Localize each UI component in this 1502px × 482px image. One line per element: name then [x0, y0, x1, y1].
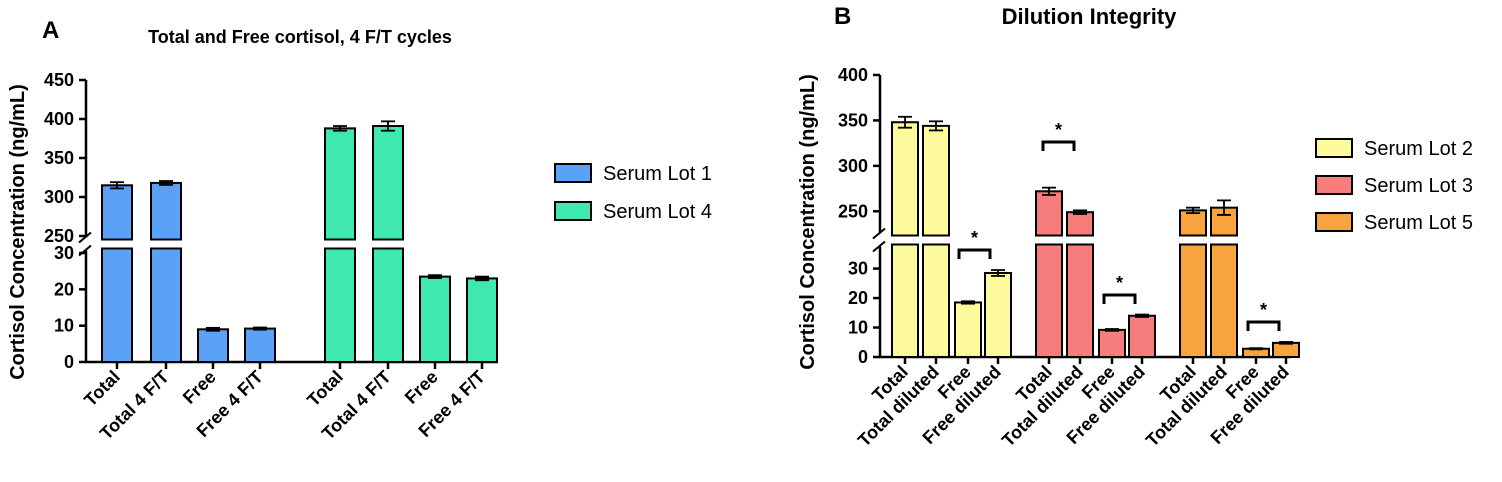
significance-bracket	[1041, 140, 1076, 151]
panel-a-x-tick-label: Free	[401, 367, 442, 408]
panel-b-bar	[1098, 328, 1126, 359]
panel-a-letter: A	[42, 17, 59, 44]
panel-b-bar	[922, 243, 950, 358]
panel-a-y-tick-label: 20	[54, 279, 74, 299]
panel-a-bar-break-gap	[149, 240, 183, 248]
panel-b-legend-label: Serum Lot 5	[1364, 212, 1473, 234]
panel-a-legend-label: Serum Lot 4	[603, 201, 712, 223]
panel-a-bar	[150, 247, 182, 363]
panel-b-bar	[922, 124, 950, 237]
significance-star: *	[1260, 300, 1267, 320]
panel-a-legend-label: Serum Lot 1	[603, 163, 712, 185]
panel-b-bar	[984, 272, 1012, 358]
panel-a-y-tick-label: 30	[54, 243, 74, 263]
panel-a-bar-break-gap	[371, 240, 405, 248]
panel-b-y-tick-label: 400	[838, 65, 868, 85]
panel-b-legend-label: Serum Lot 2	[1364, 138, 1473, 160]
panel-a-bar	[150, 181, 182, 241]
panel-b-title: Dilution Integrity	[1002, 4, 1178, 29]
panel-a-bar	[197, 328, 229, 363]
significance-star: *	[1055, 120, 1062, 140]
panel-b-y-tick-label: 20	[848, 288, 868, 308]
panel-a-bar	[466, 277, 498, 363]
panel-a-y-tick-label: 300	[44, 187, 74, 207]
panel-a-bar	[324, 127, 356, 241]
panel-a-bar	[324, 247, 356, 363]
panel-b-bar-break-gap	[1178, 236, 1208, 244]
panel-b-y-tick-label: 250	[838, 201, 868, 221]
panel-a-bar	[101, 247, 133, 363]
significance-star: *	[1116, 273, 1123, 293]
panel-b-y-tick-label: 10	[848, 318, 868, 338]
panel-a-axis-break-mark	[78, 231, 92, 244]
significance-bracket	[957, 248, 992, 259]
panel-b-y-tick-label: 350	[838, 110, 868, 130]
panel-a-y-tick-label: 250	[44, 226, 74, 246]
panel-b-letter: B	[834, 3, 851, 30]
panel-a-y-axis-label: Cortisol Concentration (ng/mL)	[7, 84, 29, 380]
panel-a-bar	[101, 184, 133, 241]
panel-a-x-tick-label: Total	[303, 367, 347, 411]
panel-a-legend-swatch	[554, 201, 592, 221]
panel-b-y-axis-label: Cortisol Concentration (ng/mL)	[797, 74, 819, 370]
panel-b-bar-break-gap	[921, 236, 951, 244]
panel-a-title: Total and Free cortisol, 4 F/T cycles	[148, 27, 452, 47]
significance-star: *	[971, 228, 978, 248]
panel-a-x-tick-label: Free	[179, 367, 220, 408]
panel-b-bar	[1210, 243, 1238, 358]
panel-b-bar	[891, 243, 919, 358]
panel-a-bar-break-gap	[323, 240, 357, 248]
significance-bracket	[1246, 320, 1281, 331]
significance-bracket	[1102, 293, 1137, 304]
panel-a-bar-break-gap	[100, 240, 134, 248]
panel-b-bar-break-gap	[1065, 236, 1095, 244]
panel-a-y-tick-label: 400	[44, 109, 74, 129]
panel-b-y-tick-label: 0	[858, 347, 868, 367]
panel-b-bar	[1035, 190, 1063, 237]
panel-b-bar	[1179, 209, 1207, 237]
panel-b-bar	[1179, 243, 1207, 358]
panel-b-bar	[954, 301, 982, 359]
panel-b-legend-swatch	[1315, 138, 1353, 158]
panel-a-y-tick-label: 10	[54, 316, 74, 336]
panel-b-bar	[1272, 341, 1300, 358]
panel-b-axis-break-mark	[872, 227, 886, 240]
panel-b-legend-swatch	[1315, 212, 1353, 232]
panel-b-y-tick-label: 30	[848, 259, 868, 279]
panel-a-bar	[244, 327, 276, 363]
panel-a-y-tick-label: 450	[44, 70, 74, 90]
panel-b-bar	[1066, 243, 1094, 358]
panel-a-y-tick-label: 350	[44, 148, 74, 168]
panel-a-bar	[372, 247, 404, 363]
panel-a-bar	[372, 125, 404, 241]
panel-b-bar	[1035, 243, 1063, 358]
panel-b-y-tick-label: 300	[838, 156, 868, 176]
panel-a-legend-swatch	[554, 163, 592, 183]
panel-b-legend-label: Serum Lot 3	[1364, 175, 1473, 197]
panel-b-bar	[891, 121, 919, 237]
panel-b-bar-break-gap	[1034, 236, 1064, 244]
panel-b-axis-break-mark	[872, 240, 886, 253]
panel-b-bar	[1128, 314, 1156, 359]
panel-b-bar-break-gap	[1209, 236, 1239, 244]
panel-a-x-tick-label: Total	[80, 367, 124, 411]
panel-b-bar-break-gap	[890, 236, 920, 244]
panel-b-legend-swatch	[1315, 175, 1353, 195]
panel-a-y-tick-label: 0	[64, 352, 74, 372]
panel-b-bar	[1066, 211, 1094, 237]
panel-a-bar	[419, 275, 451, 363]
